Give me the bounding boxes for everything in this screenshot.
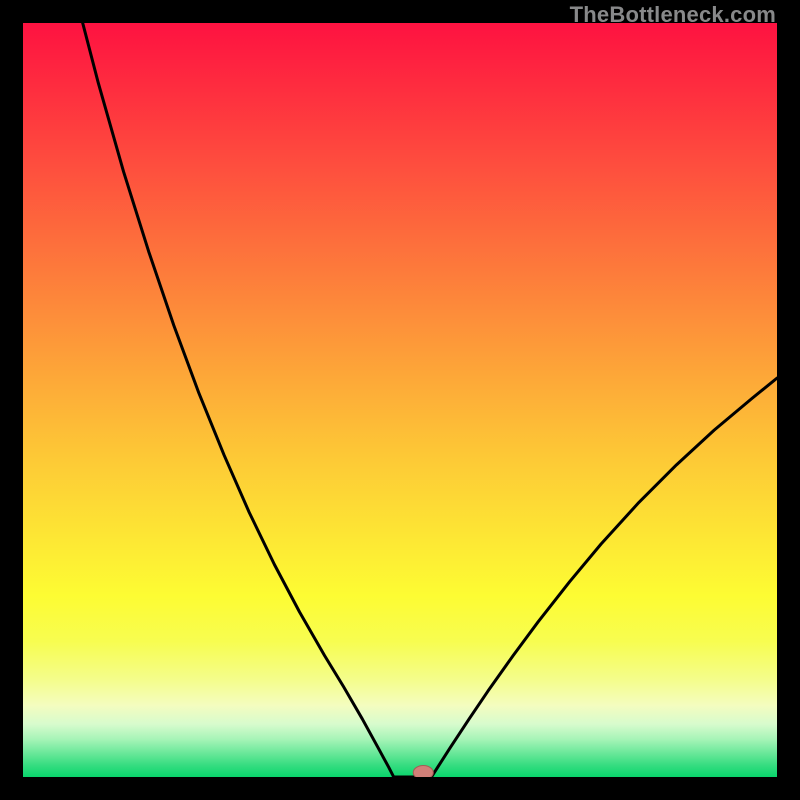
chart-frame: TheBottleneck.com: [0, 0, 800, 800]
bottleneck-chart: [23, 23, 777, 777]
watermark-text: TheBottleneck.com: [570, 2, 776, 28]
optimum-marker: [413, 765, 433, 777]
plot-background: [23, 23, 777, 777]
